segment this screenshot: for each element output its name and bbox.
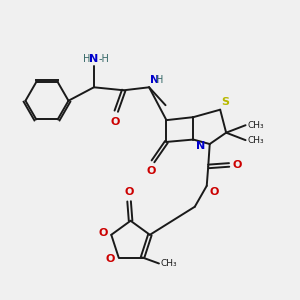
Text: S: S [222,97,230,107]
Text: O: O [106,254,115,264]
Text: H: H [156,75,163,85]
Text: O: O [209,187,218,197]
Text: H: H [83,54,91,64]
Text: O: O [124,187,134,197]
Text: O: O [147,166,156,176]
Text: CH₃: CH₃ [160,259,177,268]
Text: N: N [196,141,205,151]
Text: CH₃: CH₃ [247,136,264,145]
Text: N: N [150,75,159,85]
Text: O: O [110,117,119,127]
Text: N: N [89,54,98,64]
Text: O: O [98,228,108,238]
Text: O: O [232,160,242,170]
Text: CH₃: CH₃ [247,121,264,130]
Text: -H: -H [98,54,109,64]
